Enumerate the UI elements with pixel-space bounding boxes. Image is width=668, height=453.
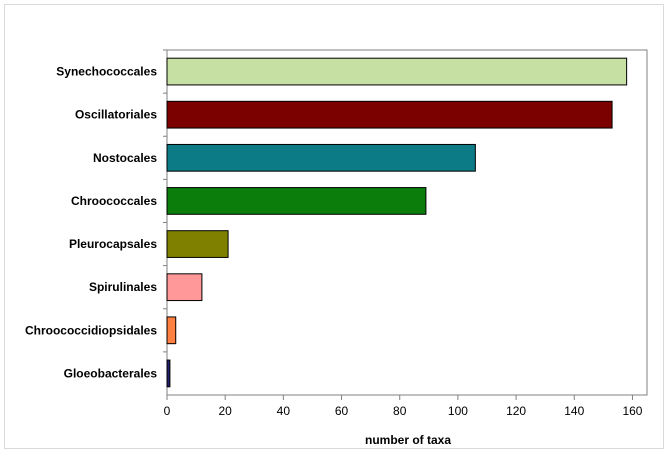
category-label-spirulinales: Spirulinales [89,280,157,294]
category-label-pleurocapsales: Pleurocapsales [69,237,157,251]
category-label-oscillatoriales: Oscillatoriales [75,108,157,122]
category-label-chroococcidiopsidales: Chroococcidiopsidales [25,323,157,337]
category-label-chroococcales: Chroococcales [71,194,157,208]
bar-pleurocapsales [166,230,229,258]
category-label-synechococcales: Synechococcales [56,65,157,79]
bar-oscillatoriales [166,100,613,129]
category-labels: Synechococcales Oscillatoriales Nostocales… [25,65,157,381]
bars-layer [166,57,628,388]
bar-synechococcales [166,57,628,86]
bar-gloeobacterales [166,359,171,388]
bar-nostocales [166,143,476,172]
bar-chroococcidiopsidales [166,316,177,345]
bar-spirulinales [166,273,203,302]
x-tick-label-0: 0 [164,404,171,418]
x-tick-label-160: 160 [622,404,642,418]
x-tick-label-80: 80 [393,404,407,418]
x-axis: 0 20 40 60 80 100 120 140 160 [163,49,643,418]
x-tick-label-40: 40 [277,404,291,418]
x-axis-title: number of taxa [365,433,451,447]
bar-chroococcales [166,187,427,215]
x-tick-label-100: 100 [448,404,468,418]
x-tick-label-20: 20 [219,404,233,418]
x-tick-label-60: 60 [335,404,349,418]
category-label-gloeobacterales: Gloeobacterales [64,366,158,380]
category-label-nostocales: Nostocales [93,151,157,165]
x-tick-label-120: 120 [506,404,526,418]
x-tick-label-140: 140 [564,404,584,418]
